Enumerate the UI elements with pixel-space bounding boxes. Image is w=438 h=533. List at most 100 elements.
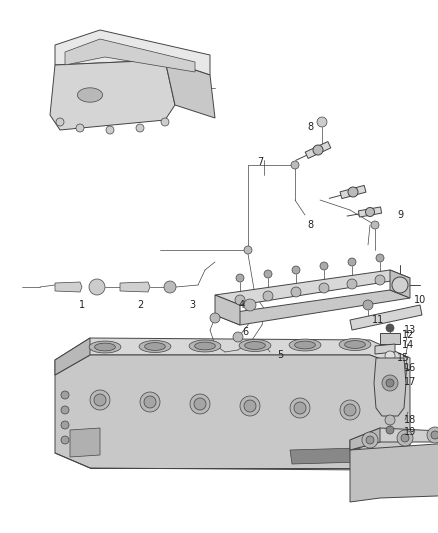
Polygon shape: [50, 60, 175, 130]
Circle shape: [240, 396, 260, 416]
Circle shape: [61, 406, 69, 414]
Polygon shape: [89, 341, 121, 353]
Polygon shape: [55, 282, 82, 292]
Polygon shape: [390, 270, 410, 298]
Polygon shape: [375, 344, 395, 354]
Text: 7: 7: [257, 157, 263, 167]
Circle shape: [371, 221, 379, 229]
Polygon shape: [295, 341, 315, 349]
Circle shape: [385, 351, 395, 361]
Text: 5: 5: [277, 350, 283, 360]
Polygon shape: [350, 305, 422, 330]
Polygon shape: [340, 185, 366, 199]
Text: 14: 14: [402, 340, 414, 350]
Text: 17: 17: [404, 377, 416, 387]
Circle shape: [320, 262, 328, 270]
Text: 11: 11: [372, 315, 384, 325]
Polygon shape: [215, 270, 410, 305]
Text: 9: 9: [397, 210, 403, 220]
Circle shape: [386, 426, 394, 434]
Circle shape: [144, 396, 156, 408]
Circle shape: [347, 279, 357, 289]
Text: 15: 15: [397, 353, 409, 363]
Polygon shape: [380, 333, 400, 344]
Circle shape: [94, 394, 106, 406]
Polygon shape: [139, 341, 171, 352]
Circle shape: [366, 436, 374, 444]
Circle shape: [140, 392, 160, 412]
Circle shape: [263, 291, 273, 301]
Circle shape: [235, 295, 245, 305]
Circle shape: [106, 126, 114, 134]
Circle shape: [236, 274, 244, 282]
Circle shape: [292, 266, 300, 274]
Circle shape: [291, 161, 299, 169]
Polygon shape: [305, 142, 331, 158]
Circle shape: [376, 254, 384, 262]
Circle shape: [61, 436, 69, 444]
Circle shape: [290, 398, 310, 418]
Polygon shape: [290, 448, 362, 464]
Polygon shape: [289, 339, 321, 351]
Circle shape: [264, 270, 272, 278]
Text: 19: 19: [404, 427, 416, 437]
Circle shape: [291, 287, 301, 297]
Polygon shape: [55, 338, 90, 375]
Text: 1: 1: [79, 300, 85, 310]
Text: 10: 10: [414, 295, 426, 305]
Circle shape: [313, 145, 323, 155]
Circle shape: [386, 379, 394, 387]
Circle shape: [294, 402, 306, 414]
Circle shape: [401, 434, 409, 442]
Polygon shape: [145, 343, 166, 350]
Polygon shape: [215, 290, 410, 325]
Circle shape: [385, 415, 395, 425]
Circle shape: [61, 421, 69, 429]
Polygon shape: [120, 282, 150, 292]
Circle shape: [244, 400, 256, 412]
Polygon shape: [55, 355, 410, 470]
Polygon shape: [70, 428, 100, 457]
Polygon shape: [78, 88, 102, 102]
Circle shape: [344, 404, 356, 416]
Polygon shape: [189, 340, 221, 352]
Polygon shape: [55, 338, 410, 375]
Polygon shape: [215, 295, 240, 325]
Polygon shape: [350, 428, 380, 450]
Circle shape: [317, 117, 327, 127]
Polygon shape: [195, 342, 215, 350]
Polygon shape: [358, 207, 381, 217]
Circle shape: [76, 124, 84, 132]
Polygon shape: [245, 342, 265, 350]
Circle shape: [319, 283, 329, 293]
Circle shape: [386, 324, 394, 332]
Circle shape: [136, 124, 144, 132]
Circle shape: [244, 246, 252, 254]
Circle shape: [194, 398, 206, 410]
Circle shape: [392, 277, 408, 293]
Polygon shape: [55, 30, 210, 75]
Circle shape: [90, 390, 110, 410]
Polygon shape: [339, 338, 371, 351]
Polygon shape: [350, 428, 438, 450]
Circle shape: [348, 187, 358, 197]
Circle shape: [348, 258, 356, 266]
Text: 6: 6: [242, 327, 248, 337]
Circle shape: [362, 432, 378, 448]
Text: 8: 8: [307, 122, 313, 132]
Circle shape: [233, 332, 243, 342]
Text: 16: 16: [404, 363, 416, 373]
Text: 13: 13: [404, 325, 416, 335]
Polygon shape: [239, 340, 271, 351]
Circle shape: [56, 118, 64, 126]
Text: 2: 2: [137, 300, 143, 310]
Circle shape: [210, 313, 220, 323]
Circle shape: [61, 391, 69, 399]
Circle shape: [190, 394, 210, 414]
Text: 18: 18: [404, 415, 416, 425]
Circle shape: [427, 427, 438, 443]
Polygon shape: [95, 343, 115, 351]
Polygon shape: [345, 341, 365, 349]
Text: 4: 4: [239, 300, 245, 310]
Polygon shape: [350, 442, 438, 502]
